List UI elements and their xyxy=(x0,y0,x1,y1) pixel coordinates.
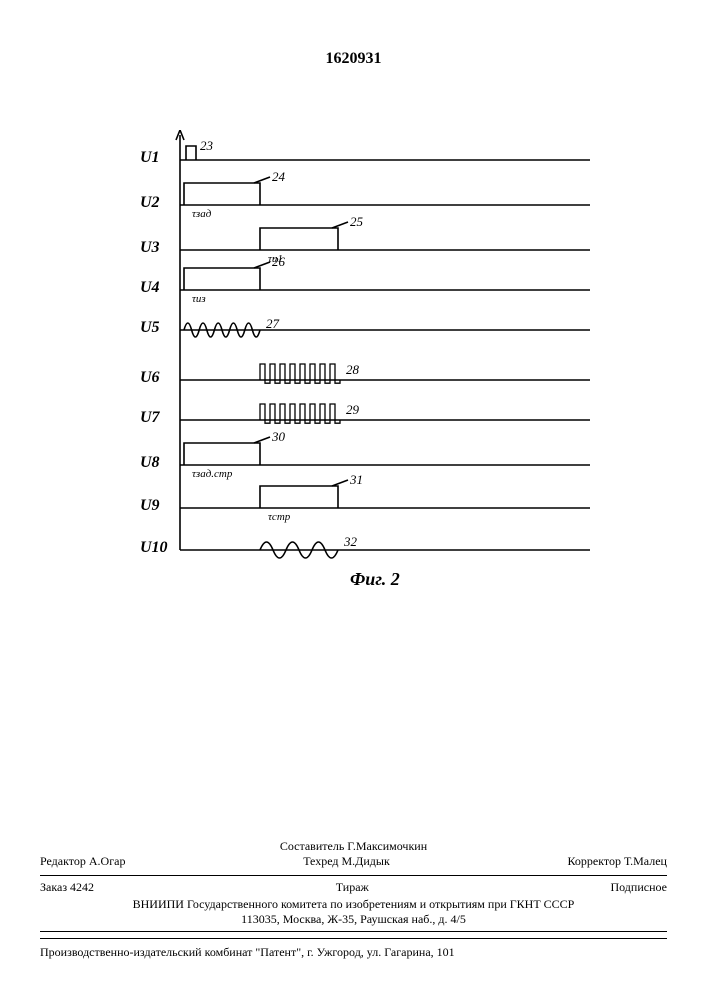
svg-text:Фиг. 2: Фиг. 2 xyxy=(350,569,400,589)
svg-text:28: 28 xyxy=(346,362,360,377)
svg-text:U8: U8 xyxy=(140,454,160,471)
footer-editor: Редактор А.Огар xyxy=(40,854,125,869)
svg-text:U4: U4 xyxy=(140,279,160,296)
svg-text:τзад: τзад xyxy=(192,208,212,220)
svg-text:29: 29 xyxy=(346,402,360,417)
document-number: 1620931 xyxy=(0,50,707,68)
svg-text:τиз: τиз xyxy=(192,293,206,305)
svg-text:25: 25 xyxy=(350,214,364,229)
svg-text:32: 32 xyxy=(343,534,358,549)
svg-text:U9: U9 xyxy=(140,497,160,514)
footer-addr: 113035, Москва, Ж-35, Раушская наб., д. … xyxy=(40,912,667,927)
timing-diagram: U123U224τзадU325τи1U426τизU527U628U729U8… xyxy=(120,130,600,590)
svg-text:U10: U10 xyxy=(140,539,168,556)
svg-text:U7: U7 xyxy=(140,409,161,426)
svg-text:U5: U5 xyxy=(140,319,160,336)
svg-text:U2: U2 xyxy=(140,194,160,211)
svg-text:27: 27 xyxy=(266,316,280,331)
svg-text:30: 30 xyxy=(271,429,286,444)
footer-subscription: Подписное xyxy=(610,880,667,895)
svg-text:23: 23 xyxy=(200,138,214,153)
footer-tirage: Тираж xyxy=(336,880,369,895)
footer-publisher: Производственно-издательский комбинат "П… xyxy=(40,945,667,960)
svg-text:U6: U6 xyxy=(140,369,160,386)
footer-tech: Техред М.Дидык xyxy=(303,854,390,869)
footer-order: Заказ 4242 xyxy=(40,880,94,895)
svg-text:τзад.стр: τзад.стр xyxy=(192,468,233,480)
footer-proof: Корректор Т.Малец xyxy=(568,854,667,869)
footer-compiler: Составитель Г.Максимочкин xyxy=(40,839,667,854)
footer-org: ВНИИПИ Государственного комитета по изоб… xyxy=(40,897,667,912)
svg-text:24: 24 xyxy=(272,169,286,184)
svg-text:U1: U1 xyxy=(140,149,160,166)
footer-block: Составитель Г.Максимочкин Редактор А.Ога… xyxy=(40,839,667,960)
svg-text:26: 26 xyxy=(272,254,286,269)
svg-text:τстр: τстр xyxy=(268,511,291,523)
svg-text:31: 31 xyxy=(349,472,363,487)
svg-text:U3: U3 xyxy=(140,239,160,256)
